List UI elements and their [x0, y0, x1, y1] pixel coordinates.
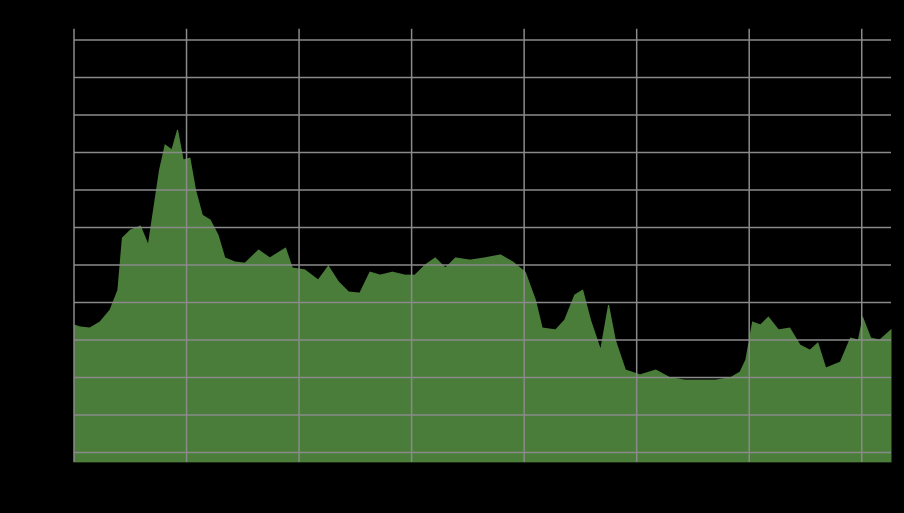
area	[73, 129, 892, 463]
